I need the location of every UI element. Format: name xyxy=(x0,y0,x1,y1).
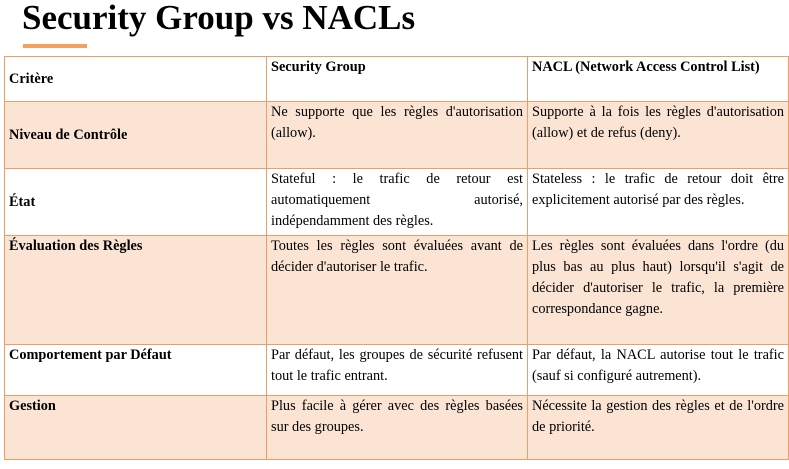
row-label: État xyxy=(4,168,267,236)
row-label: Évaluation des Règles xyxy=(4,235,267,345)
header-security-group: Security Group xyxy=(266,56,528,102)
security-group-cell: Stateful : le trafic de retour est autom… xyxy=(266,168,528,236)
table-row: Évaluation des Règles Toutes les règles … xyxy=(4,235,789,345)
table-row: État Stateful : le trafic de retour est … xyxy=(4,168,789,236)
row-label: Niveau de Contrôle xyxy=(4,101,267,169)
nacl-cell: Par défaut, la NACL autorise tout le tra… xyxy=(527,344,789,396)
header-nacl: NACL (Network Access Control List) xyxy=(527,56,789,102)
nacl-cell: Stateless : le trafic de retour doit êtr… xyxy=(527,168,789,236)
nacl-cell: Les règles sont évaluées dans l'ordre (d… xyxy=(527,235,789,345)
table-row: Niveau de Contrôle Ne supporte que les r… xyxy=(4,101,789,169)
security-group-cell: Ne supporte que les règles d'autorisatio… xyxy=(266,101,528,169)
nacl-cell: Nécessite la gestion des règles et de l'… xyxy=(527,395,789,460)
security-group-cell: Par défaut, les groupes de sécurité refu… xyxy=(266,344,528,396)
title-underline xyxy=(23,44,87,48)
table-row: Comportement par Défaut Par défaut, les … xyxy=(4,344,789,396)
row-label: Comportement par Défaut xyxy=(4,344,267,396)
security-group-cell: Plus facile à gérer avec des règles basé… xyxy=(266,395,528,460)
comparison-table: Critère Security Group NACL (Network Acc… xyxy=(4,56,789,460)
table-header-row: Critère Security Group NACL (Network Acc… xyxy=(4,56,789,102)
page-title: Security Group vs NACLs xyxy=(22,0,416,37)
table-row: Gestion Plus facile à gérer avec des règ… xyxy=(4,395,789,460)
nacl-cell: Supporte à la fois les règles d'autorisa… xyxy=(527,101,789,169)
security-group-cell: Toutes les règles sont évaluées avant de… xyxy=(266,235,528,345)
row-label: Gestion xyxy=(4,395,267,460)
header-criteria: Critère xyxy=(4,56,267,102)
